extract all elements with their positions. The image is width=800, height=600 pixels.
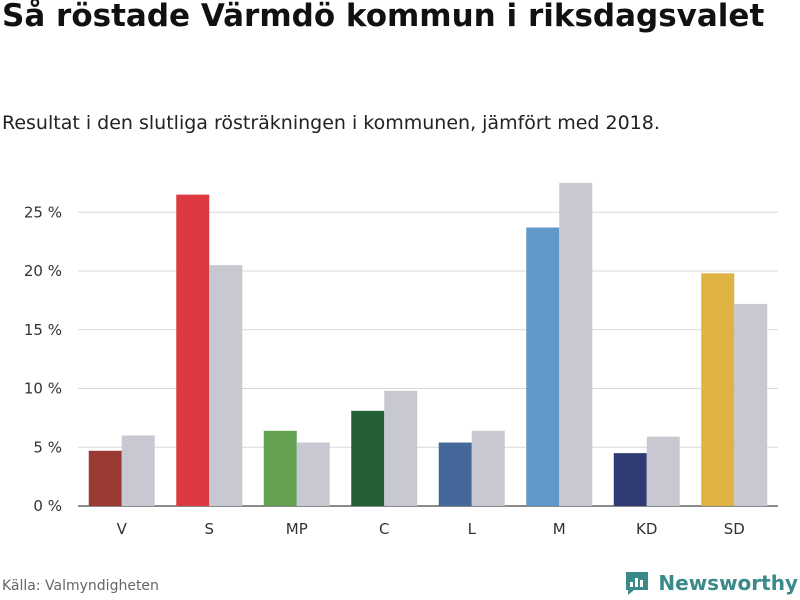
bar-previous-sd[interactable] bbox=[734, 303, 768, 506]
bar-current-l[interactable] bbox=[438, 442, 472, 506]
x-category-label: S bbox=[204, 520, 214, 538]
bar-previous-kd[interactable] bbox=[646, 436, 680, 506]
y-axis-ticks: 0 % 5 % 10 % 15 % 20 % 25 % bbox=[24, 203, 62, 515]
source-note: Källa: Valmyndigheten bbox=[2, 578, 159, 594]
chart-title: Så röstade Värmdö kommun i riksdagsvalet bbox=[2, 0, 765, 34]
bar-previous-c[interactable] bbox=[384, 390, 418, 506]
bar-previous-mp[interactable] bbox=[296, 442, 330, 506]
brand-name: Newsworthy bbox=[658, 571, 798, 595]
bar-current-v[interactable] bbox=[88, 450, 122, 506]
brand-logo[interactable]: Newsworthy bbox=[624, 568, 798, 598]
x-category-label: MP bbox=[286, 520, 308, 538]
bar-previous-m[interactable] bbox=[559, 182, 593, 506]
bar-chart: 0 % 5 % 10 % 15 % 20 % 25 % V S MP C L M KD SD bbox=[24, 182, 778, 538]
x-axis-labels: V S MP C L M KD SD bbox=[117, 520, 745, 538]
y-tick-label: 10 % bbox=[24, 380, 62, 398]
y-tick-label: 25 % bbox=[24, 203, 62, 221]
bars bbox=[88, 182, 768, 507]
bar-current-c[interactable] bbox=[351, 410, 385, 506]
bar-previous-s[interactable] bbox=[209, 265, 243, 506]
bar-current-s[interactable] bbox=[176, 194, 210, 506]
x-category-label: M bbox=[553, 520, 566, 538]
bar-previous-l[interactable] bbox=[471, 430, 505, 506]
y-tick-label: 5 % bbox=[33, 438, 62, 456]
x-category-label: L bbox=[468, 520, 477, 538]
y-tick-label: 15 % bbox=[24, 321, 62, 339]
bar-previous-v[interactable] bbox=[121, 435, 155, 507]
bar-current-sd[interactable] bbox=[701, 273, 735, 506]
bar-current-m[interactable] bbox=[526, 227, 560, 506]
bar-current-mp[interactable] bbox=[263, 430, 297, 506]
y-tick-label: 20 % bbox=[24, 262, 62, 280]
x-category-label: C bbox=[379, 520, 389, 538]
chart-subtitle: Resultat i den slutliga rösträkningen i … bbox=[2, 112, 660, 134]
bar-chart-speech-bubble-icon bbox=[626, 572, 649, 595]
x-category-label: SD bbox=[724, 520, 745, 538]
x-category-label: V bbox=[117, 520, 128, 538]
y-tick-label: 0 % bbox=[33, 497, 62, 515]
bar-current-kd[interactable] bbox=[613, 453, 647, 506]
x-category-label: KD bbox=[636, 520, 657, 538]
